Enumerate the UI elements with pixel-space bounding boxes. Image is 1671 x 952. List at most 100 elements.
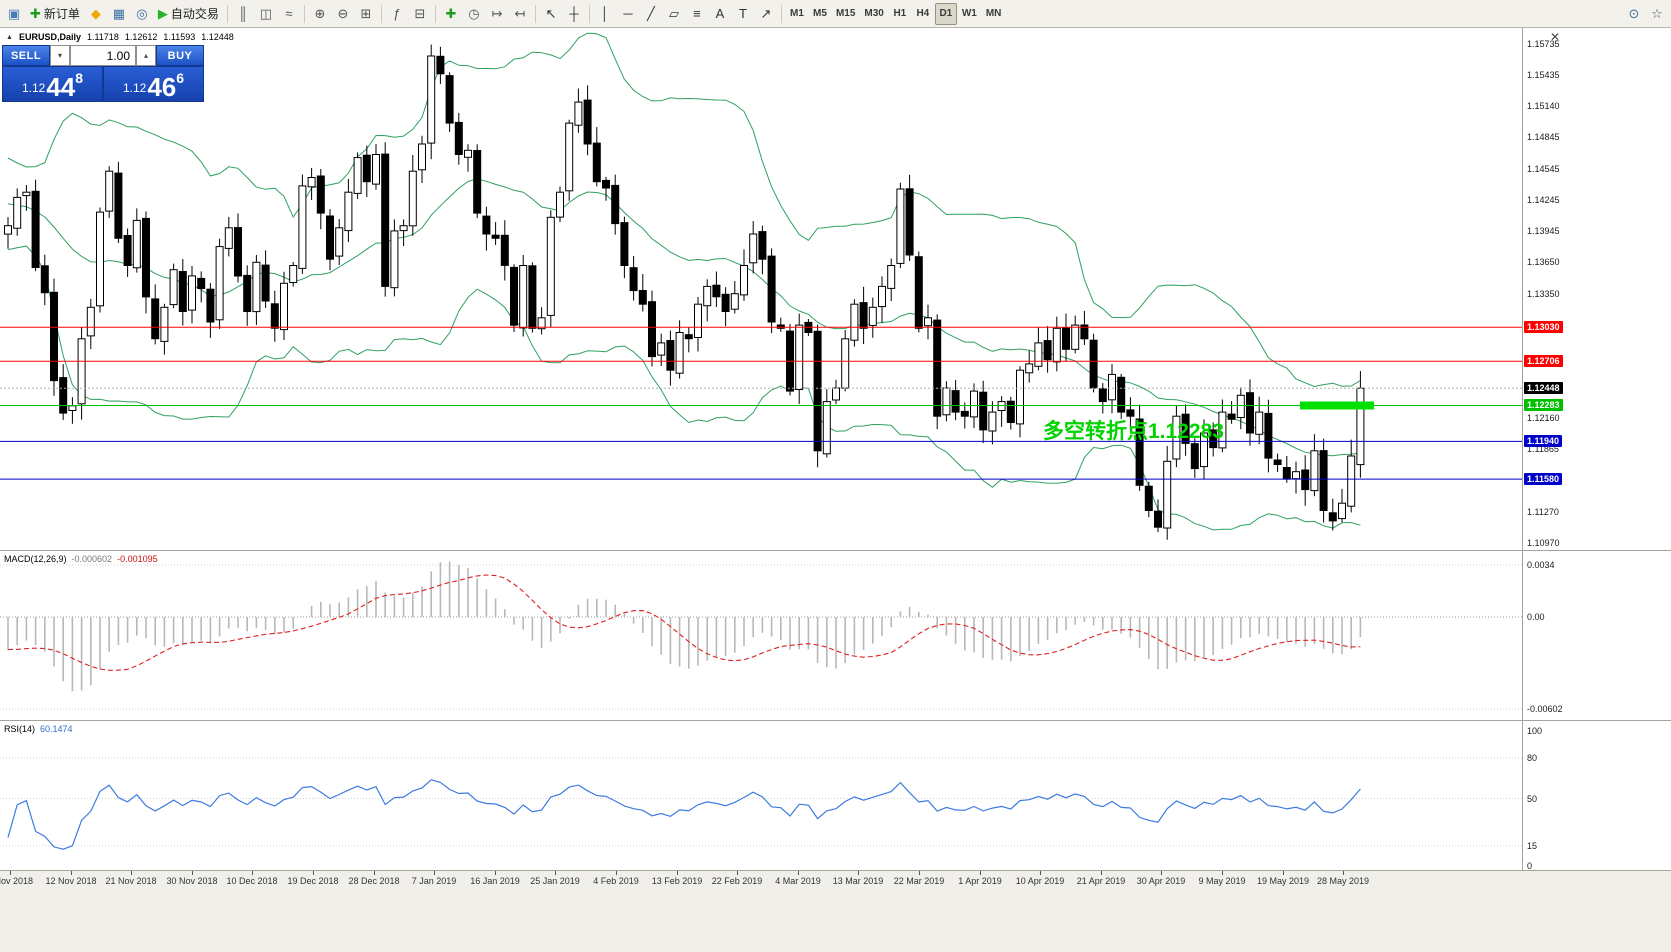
chart-close-button[interactable]: ✕ [1549,30,1561,44]
bar-chart-icon: ║ [238,6,248,21]
main-chart-canvas[interactable] [0,28,1522,550]
buy-button[interactable]: BUY [156,45,204,66]
tf-mn-button[interactable]: MN [982,3,1006,25]
chart-background [0,28,1671,871]
date-label: 13 Feb 2019 [651,876,703,886]
fibonacci-button[interactable]: ≡ [686,3,708,25]
metaquotes-community-icon: ◆ [90,6,101,21]
new-order-button-label: 新订单 [43,7,80,21]
sell-button[interactable]: SELL [2,45,50,66]
period-button[interactable]: ◷ [463,3,485,25]
zoom-in-icon: ⊕ [314,6,326,21]
date-tick [71,871,72,875]
rsi-line [7,779,1361,850]
tile-windows-button[interactable]: ⊞ [355,3,377,25]
metaquotes-community-button[interactable]: ◆ [85,3,107,25]
macd-signal-value: -0.001095 [117,554,158,564]
auto-scroll-button[interactable]: ↦ [486,3,508,25]
chart-icon: ▲ [6,33,13,41]
tf-m30-button[interactable]: M30 [860,3,887,25]
date-label: 4 Mar 2019 [775,876,821,886]
toolbar-separator [380,4,382,23]
search-button[interactable]: ⊙ [1623,3,1645,25]
arrows-button[interactable]: ↗ [755,3,777,25]
date-tick [313,871,314,875]
data-window-button[interactable]: ◎ [131,3,153,25]
macd-axis-label: -0.00602 [1527,704,1563,714]
horizontal-line-button[interactable]: ─ [617,3,639,25]
sell-price-integer: 1.12 [21,81,46,95]
zoom-out-button[interactable]: ⊖ [332,3,354,25]
macd-axis-label: 0.0034 [1527,560,1555,570]
vertical-line-button[interactable]: │ [594,3,616,25]
tf-d1-button[interactable]: D1 [934,2,957,25]
date-label: 22 Mar 2019 [893,876,945,886]
auto-trading-button[interactable]: ▶ 自动交易 [154,3,223,25]
line-chart-button[interactable]: ≈ [278,3,300,25]
date-label: 12 Nov 2018 [45,876,97,886]
chart-shift-button[interactable]: ↤ [509,3,531,25]
text-label-button[interactable]: T [732,3,754,25]
channel-icon: ▱ [668,6,679,21]
macd-axis[interactable]: 0.0034 0.00 -0.00602 [1523,551,1671,720]
rsi-axis[interactable]: 100 80 50 15 0 [1523,721,1671,871]
lot-size-input[interactable]: 1.00 [70,45,136,66]
favorites-button[interactable]: ☆ [1646,3,1668,25]
tf-h4-button[interactable]: H4 [912,3,934,25]
chevron-down-icon: ▾ [57,51,62,60]
buy-price-integer: 1.12 [122,81,147,95]
lot-stepper[interactable]: ▴ [136,45,156,66]
trendline-icon: ╱ [647,6,655,21]
trendline-button[interactable]: ╱ [640,3,662,25]
new-chart-icon: ▣ [7,6,21,21]
toolbar-separator [588,4,590,23]
ohlc-high: 1.12612 [124,32,158,42]
tf-m5-button[interactable]: M5 [809,3,831,25]
time-axis[interactable]: 5 Nov 2018 12 Nov 2018 21 Nov 2018 30 Nov 2… [0,871,1671,952]
bar-chart-button[interactable]: ║ [232,3,254,25]
cursor-button[interactable]: ↖ [540,3,562,25]
chevron-up-icon: ▴ [143,51,148,60]
tf-w1-button[interactable]: W1 [958,3,981,25]
one-click-trading-panel: SELL ▾ 1.00 ▴ BUY 1.12 44 8 1.12 46 6 [2,45,204,102]
tf-w1-button-label: W1 [961,8,977,19]
date-tick [555,871,556,875]
text-button[interactable]: A [709,3,731,25]
zoom-in-button[interactable]: ⊕ [309,3,331,25]
chart-shift-icon: ↤ [514,6,526,21]
objects-list-button[interactable]: ⊟ [409,3,431,25]
panel-separator[interactable] [0,720,1671,721]
pivot-highlight-segment[interactable] [1300,401,1374,410]
buy-price-button[interactable]: 1.12 46 6 [103,66,204,102]
price-axis[interactable]: 1.15735 1.15435 1.15140 1.14845 1.14545 1.142… [1523,28,1671,550]
market-watch-button[interactable]: ▦ [108,3,130,25]
date-tick [1101,871,1102,875]
objects-list-icon: ⊟ [414,6,426,21]
new-chart-button[interactable]: ▣ [3,3,25,25]
rsi-panel-canvas[interactable] [0,721,1522,870]
tf-h1-button[interactable]: H1 [889,3,911,25]
toolbar-separator [226,4,228,23]
date-tick [434,871,435,875]
tf-m15-button[interactable]: M15 [832,3,859,25]
indicator-list-button[interactable]: ƒ [386,3,408,25]
tf-m1-button[interactable]: M1 [786,3,808,25]
new-order-button[interactable]: ✚ 新订单 [26,3,84,25]
macd-panel-canvas[interactable] [0,551,1522,720]
rsi-axis-label: 80 [1527,753,1538,763]
crosshair-button[interactable]: ┼ [563,3,585,25]
lot-dropdown[interactable]: ▾ [50,45,70,66]
panel-separator [0,870,1671,871]
tf-mn-button-label: MN [985,8,1002,19]
annotation-text[interactable]: 多空转折点1.12283 [1043,420,1224,443]
rsi-indicator-label: RSI(14) 60.1474 [4,724,73,734]
add-indicator-button[interactable]: ✚ [440,3,462,25]
add-indicator-icon: ✚ [445,6,457,21]
date-label: 10 Apr 2019 [1015,876,1065,886]
sell-price-button[interactable]: 1.12 44 8 [2,66,103,102]
candlestick-chart-button[interactable]: ◫ [255,3,277,25]
panel-separator[interactable] [0,550,1671,551]
rsi-axis-label: 50 [1527,794,1538,804]
date-tick [798,871,799,875]
channel-button[interactable]: ▱ [663,3,685,25]
